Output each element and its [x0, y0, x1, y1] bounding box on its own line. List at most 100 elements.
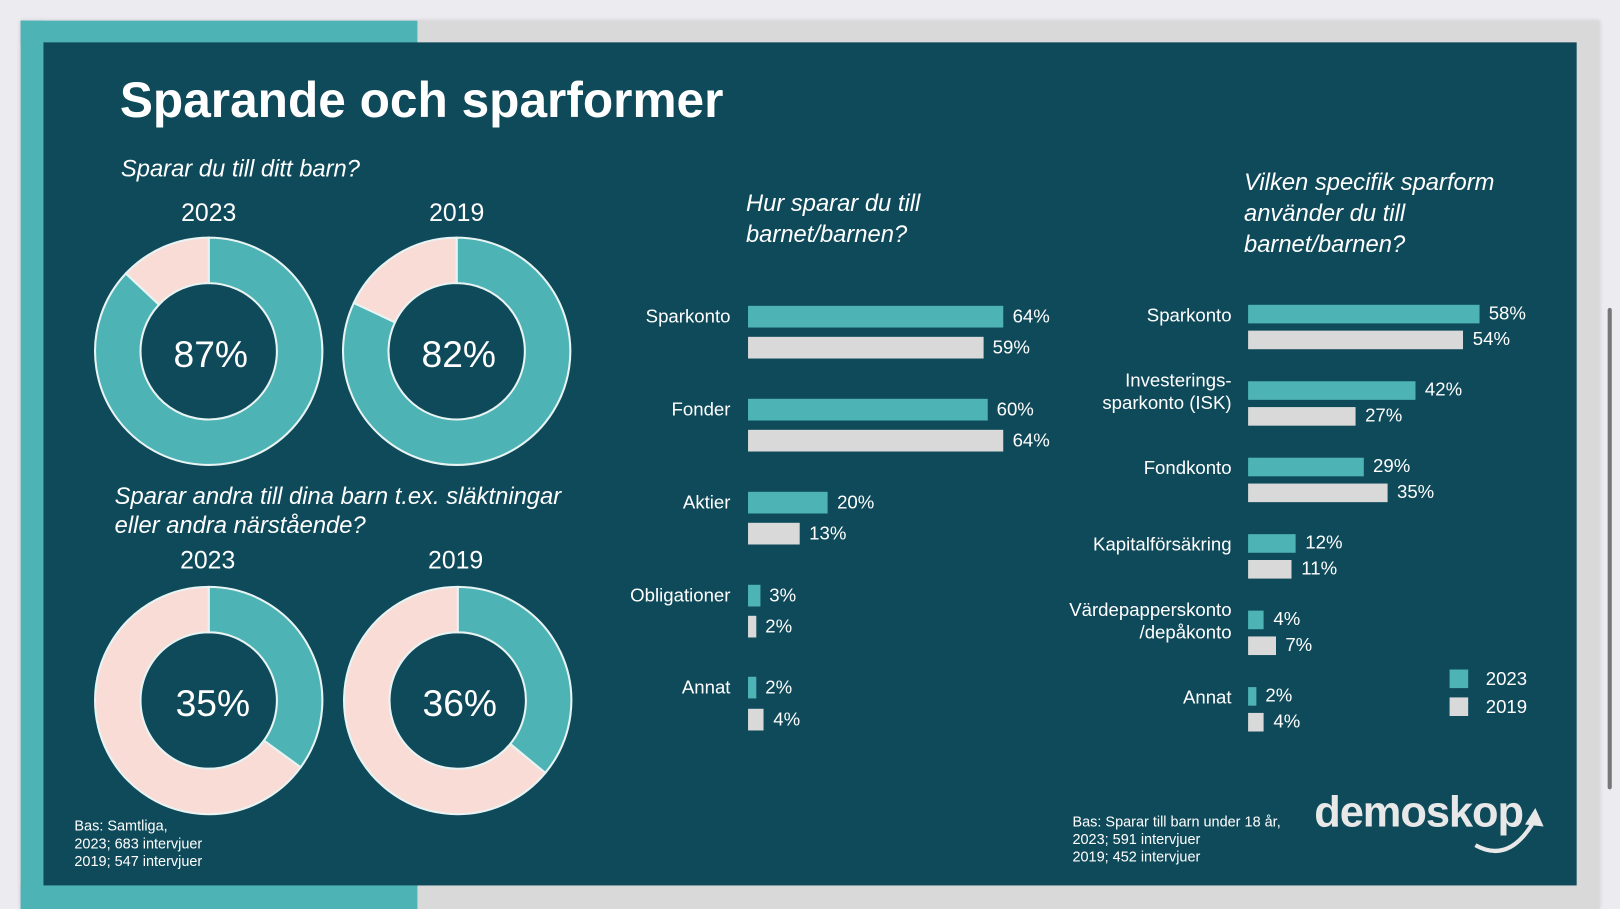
page-title: Sparande och sparformer — [119, 73, 724, 129]
donut-value: 87% — [173, 332, 249, 376]
donut-segment-yes — [94, 236, 324, 466]
bar-2023 — [1248, 304, 1480, 324]
bar-2019 — [1248, 483, 1388, 503]
bar-2023 — [1248, 534, 1296, 553]
bar-2019 — [1248, 712, 1265, 732]
bar-2023 — [1248, 457, 1364, 477]
category-label: Kapitalförsäkring — [1093, 534, 1232, 555]
base-note-left: Bas: Samtliga, 2023; 683 intervjuer 2019… — [74, 817, 202, 870]
category-label: Annat — [1182, 687, 1232, 708]
question-2-line: eller andra närstående? — [114, 511, 366, 539]
note-line: 2023; 591 intervjuer — [1072, 830, 1201, 848]
category-label: Obligationer — [630, 584, 731, 606]
data-label: 35% — [1396, 481, 1435, 503]
chart-1-title: Hur sparar du till barnet/barnen? — [746, 187, 920, 249]
category-label: Investerings-sparkonto (ISK) — [1102, 369, 1232, 414]
donut-year: 2019 — [428, 546, 484, 575]
chart-2-title: Vilken specifik sparform använder du till… — [1244, 166, 1495, 259]
data-label: 42% — [1424, 379, 1463, 400]
question-1: Sparar du till ditt barn? — [120, 154, 360, 182]
legend-label: 2019 — [1485, 696, 1528, 718]
data-label: 64% — [1012, 305, 1050, 326]
title-line: Vilken specifik sparform — [1243, 168, 1495, 196]
data-label: 29% — [1373, 455, 1411, 477]
donut-value: 35% — [175, 681, 251, 725]
data-label: 4% — [773, 708, 801, 729]
note-line: Bas: Samtliga, — [74, 817, 168, 834]
category-label: Värdepapperskonto/depåkonto — [1069, 599, 1232, 643]
data-label: 54% — [1472, 328, 1510, 350]
data-label: 4% — [1273, 710, 1301, 732]
data-label: 12% — [1305, 532, 1343, 553]
category-label: Aktier — [682, 491, 731, 513]
bar-2019 — [748, 429, 1004, 452]
question-2: Sparar andra till dina barn t.ex. släktn… — [115, 481, 561, 539]
data-label: 13% — [809, 522, 847, 543]
logo-arrow-icon — [1474, 807, 1544, 853]
base-note-right: Bas: Sparar till barn under 18 år, 2023;… — [1072, 813, 1280, 866]
donut-segment-no — [124, 236, 210, 307]
donut-segment-no — [343, 585, 547, 816]
bar-2019 — [748, 708, 764, 731]
data-label: 59% — [992, 336, 1030, 357]
donut-segment-yes — [342, 236, 572, 466]
note-line: Bas: Sparar till barn under 18 år, — [1072, 813, 1281, 830]
note-line: 2019; 547 intervjuer — [74, 852, 203, 869]
donut-value: 36% — [422, 681, 498, 725]
category-label: Fondkonto — [1143, 457, 1232, 479]
category-label: Sparkonto — [645, 305, 731, 327]
legend-swatch-2019 — [1449, 697, 1469, 717]
accent-bar-bottom — [20, 885, 418, 909]
bar-2019 — [1248, 636, 1277, 656]
data-label: 60% — [996, 398, 1034, 419]
category-label: Sparkonto — [1146, 304, 1232, 326]
donut-segment-yes — [456, 585, 573, 775]
accent-bar-top — [20, 20, 418, 44]
accent-bar-left — [20, 20, 44, 909]
title-line: barnet/barnen? — [745, 220, 908, 247]
data-label: 7% — [1285, 634, 1313, 656]
question-2-line: Sparar andra till dina barn t.ex. släktn… — [114, 482, 562, 510]
legend-swatch-2023 — [1449, 669, 1469, 689]
data-label: 4% — [1273, 608, 1301, 630]
bar-2023 — [748, 305, 1004, 328]
donut-value: 82% — [421, 332, 496, 376]
data-label: 27% — [1365, 405, 1403, 426]
data-label: 2% — [1265, 685, 1293, 706]
bar-2019 — [748, 615, 757, 638]
donut-segment-no — [352, 236, 458, 324]
data-label: 11% — [1301, 557, 1338, 579]
legend-label: 2023 — [1485, 668, 1528, 690]
data-label: 3% — [769, 584, 797, 605]
title-line: använder du till — [1243, 199, 1406, 227]
bar-2019 — [1248, 559, 1292, 579]
demoskop-logo: demoskop — [1314, 787, 1524, 836]
donut-charts — [94, 236, 573, 816]
data-label: 2% — [765, 615, 793, 636]
bar-2023 — [1248, 381, 1416, 400]
title-line: Hur sparar du till — [745, 189, 921, 216]
donut-segment-no — [94, 585, 303, 816]
donut-year: 2023 — [180, 546, 236, 575]
note-line: 2023; 683 intervjuer — [74, 834, 203, 852]
category-label: Fonder — [671, 398, 731, 420]
donut-segment-yes — [207, 585, 324, 769]
bar-2023 — [1248, 610, 1265, 630]
bar-2023 — [748, 676, 757, 699]
bar-2019 — [748, 522, 800, 545]
bar-2023 — [748, 398, 988, 421]
data-label: 2% — [765, 676, 793, 697]
bar-2019 — [1248, 330, 1464, 350]
bar-2019 — [748, 336, 984, 359]
donut-year: 2023 — [181, 199, 237, 228]
bar-2023 — [748, 584, 760, 607]
bar-2019 — [1248, 407, 1356, 426]
data-label: 20% — [837, 491, 875, 512]
data-label: 58% — [1488, 302, 1526, 324]
note-line: 2019; 452 intervjuer — [1072, 848, 1201, 865]
donut-year: 2019 — [429, 199, 485, 228]
data-label: 64% — [1012, 429, 1050, 450]
title-line: barnet/barnen? — [1243, 230, 1406, 258]
scrollbar[interactable] — [1607, 307, 1612, 790]
